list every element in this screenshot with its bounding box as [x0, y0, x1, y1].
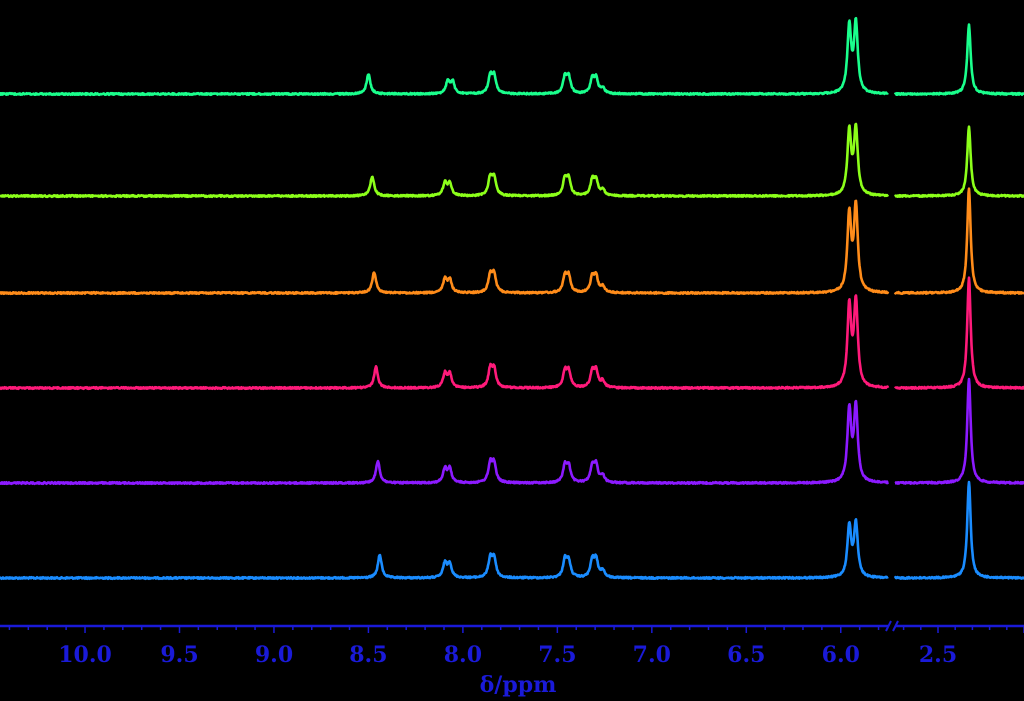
spectrum-line	[0, 199, 890, 296]
spectrum-trace	[0, 377, 1024, 486]
spectrum-line	[0, 399, 889, 486]
spectrum-trace	[0, 480, 1024, 581]
spectrum-line	[0, 518, 889, 581]
spectrum-line	[0, 16, 889, 97]
axis-break-mark	[892, 620, 899, 632]
x-tick-label: 9.0	[255, 642, 293, 668]
spectrum-line	[894, 377, 1024, 485]
spectrum-line	[894, 125, 1024, 198]
x-tick-label: 8.5	[349, 642, 387, 668]
spectrum-line	[893, 480, 1024, 580]
spectrum-line	[893, 23, 1024, 96]
spectrum-trace	[0, 122, 1024, 199]
x-tick-label: 8.0	[444, 642, 482, 668]
spectrum-trace	[0, 187, 1024, 296]
spectrum-trace	[0, 276, 1024, 391]
x-tick-label: 6.5	[727, 642, 765, 668]
x-tick-label: 6.0	[822, 642, 860, 668]
x-tick-label: 7.5	[538, 642, 576, 668]
spectrum-line	[893, 187, 1024, 295]
spectrum-trace	[0, 16, 1024, 97]
spectrum-line	[0, 122, 890, 199]
axis-break-mark	[885, 620, 892, 632]
x-axis-label: δ/ppm	[480, 672, 557, 698]
x-tick-label: 7.0	[633, 642, 671, 668]
x-axis: 10.0 9.5 9.0 8.5 8.0 7.5 7.0 6.5 6.0 2.5	[0, 620, 1024, 668]
x-tick-label: 2.5	[919, 642, 957, 668]
spectrum-line	[0, 294, 890, 391]
spectrum-line	[894, 276, 1024, 390]
x-tick-label: 9.5	[160, 642, 198, 668]
spectra-layer	[0, 16, 1024, 581]
x-tick-label: 10.0	[58, 642, 112, 668]
